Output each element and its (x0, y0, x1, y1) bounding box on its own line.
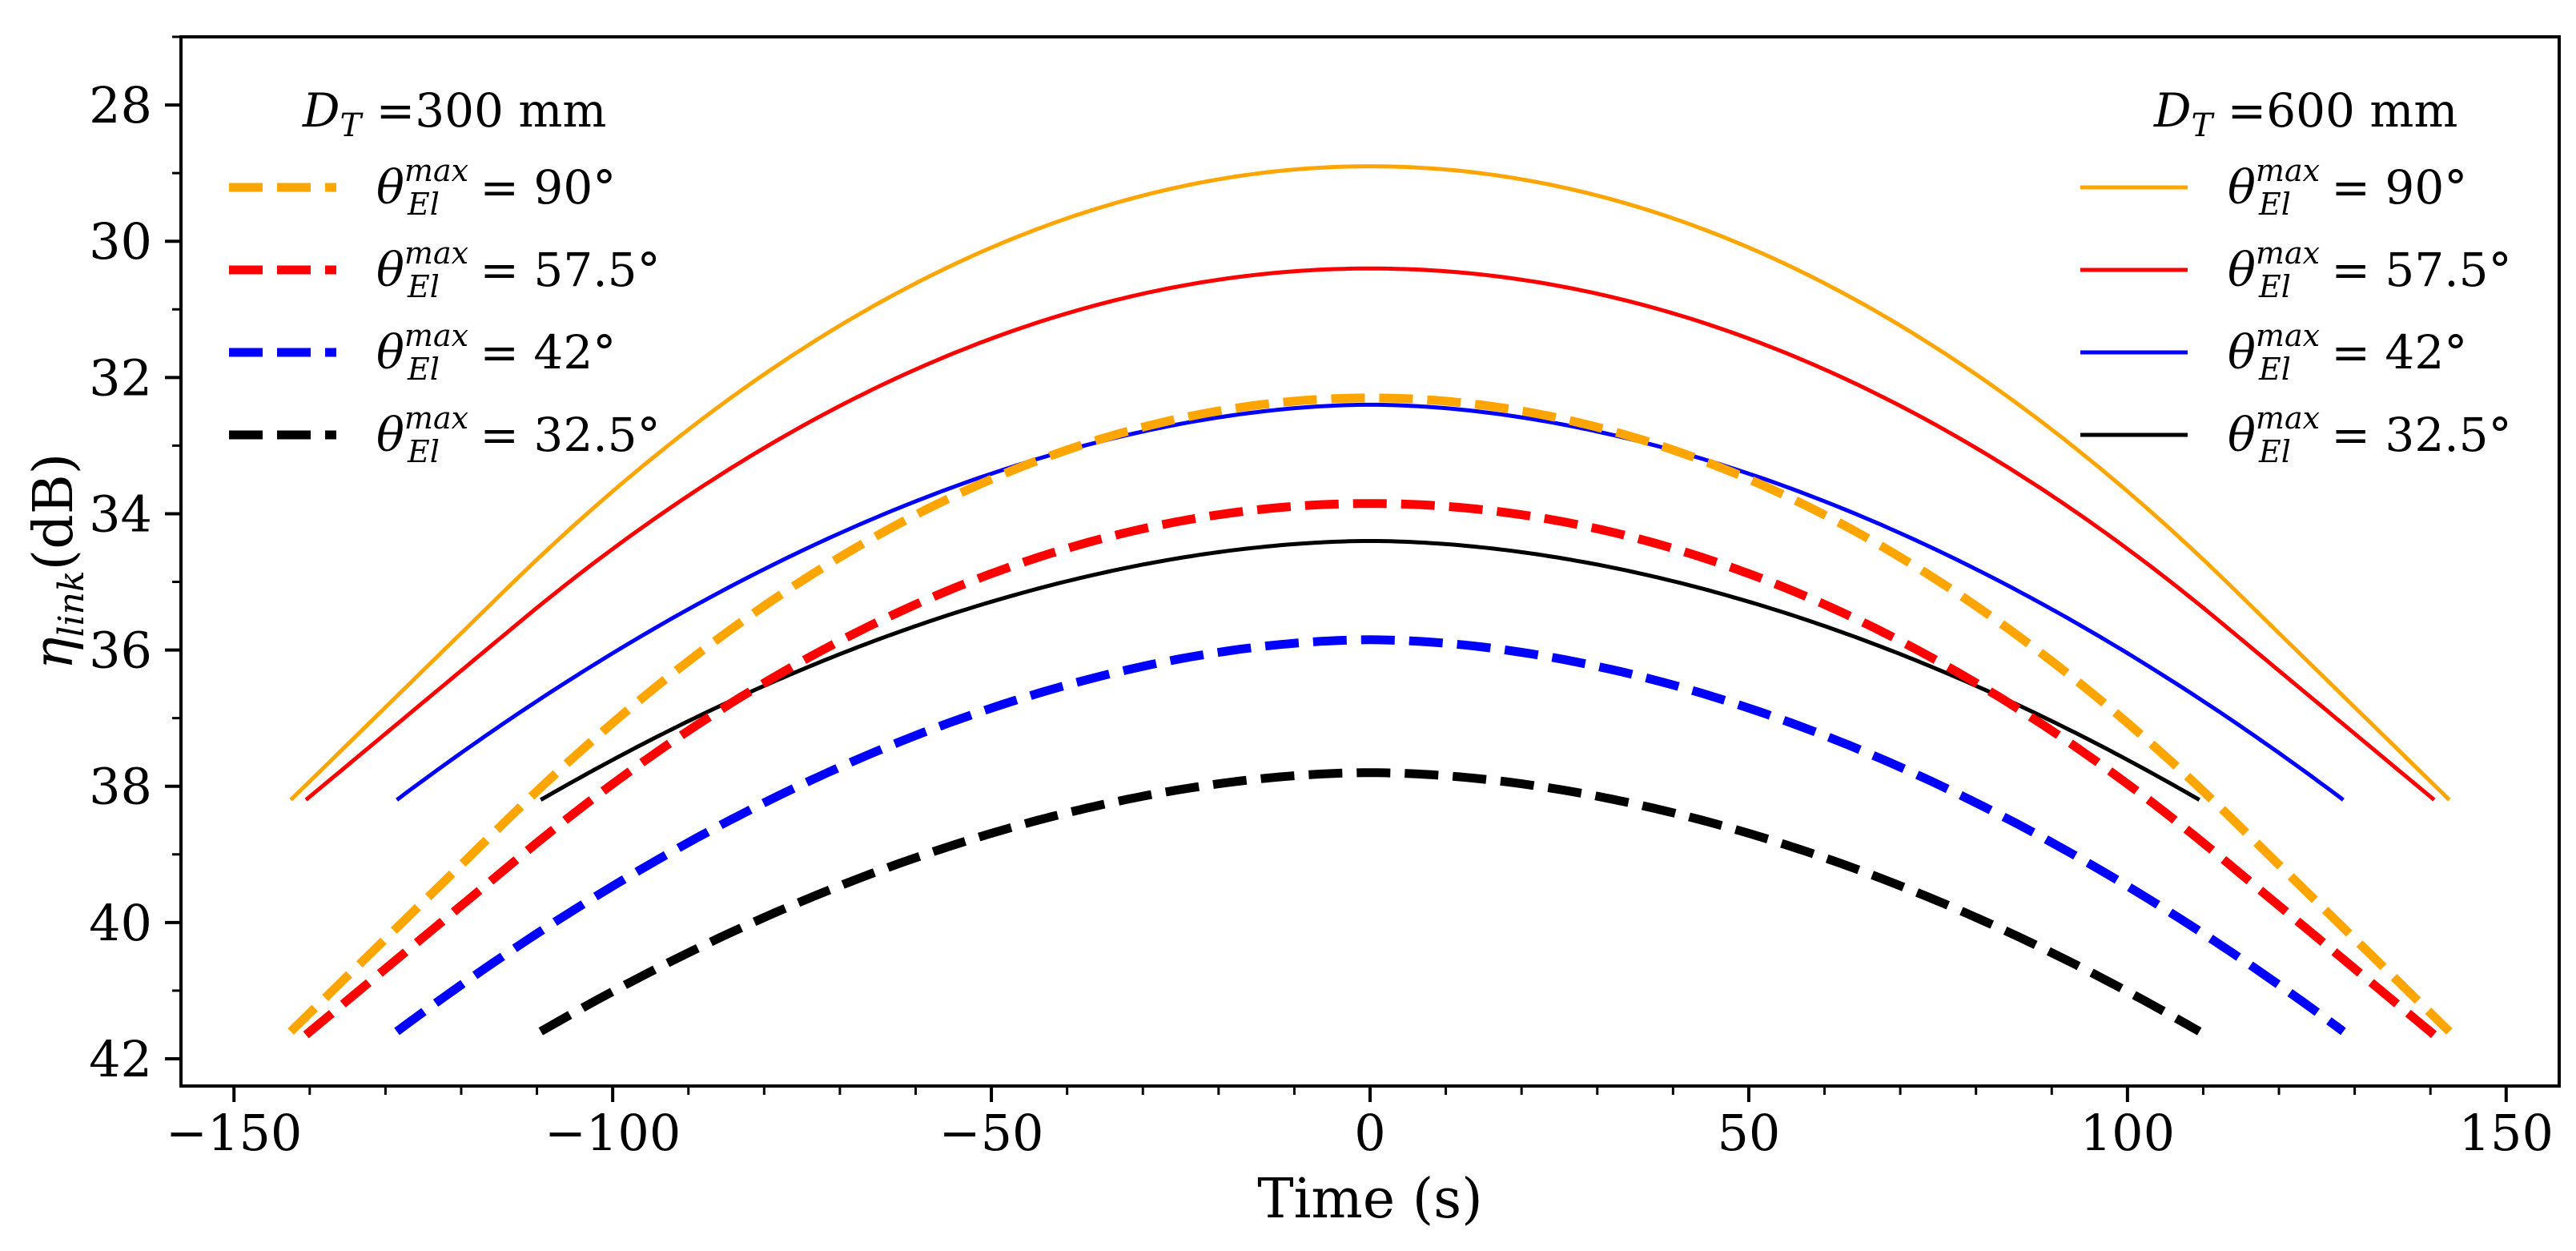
legend-title-symbol: D (2153, 83, 2192, 138)
y-tick-label: 32 (89, 348, 152, 407)
legend-label-solid-32.5: θmax El = 32.5° (2228, 400, 2512, 469)
legend-label-dashed-57.5: θmax El = 57.5° (376, 235, 661, 304)
legend-title-subscript: T (2192, 107, 2216, 144)
y-axis: 28 30 32 34 36 38 40 42 (89, 35, 181, 1088)
x-tick-label: 0 (1354, 1104, 1385, 1162)
legend-label-dashed-42: θmax El = 42° (376, 318, 616, 387)
y-tick-label: 38 (89, 758, 152, 816)
legend-label-dashed-32.5: θmax El = 32.5° (376, 400, 661, 469)
y-tick-label: 28 (89, 76, 152, 135)
x-tick-label: −150 (166, 1104, 302, 1162)
y-tick-label: 40 (89, 894, 152, 952)
legend-title-value: =300 mm (361, 83, 606, 138)
y-tick-label: 36 (89, 621, 152, 680)
y-label-unit: (dB) (22, 453, 86, 571)
x-tick-label: 150 (2459, 1104, 2554, 1162)
legend-label-solid-57.5: θmax El = 57.5° (2228, 235, 2512, 304)
legend-label-dashed-90: θmax El = 90° (376, 153, 616, 222)
legend-300mm: DT =300 mm θmax El = 90° θmax El = 57.5° θmax… (229, 83, 661, 469)
x-axis: −150 −100 −50 0 50 100 150 (166, 1086, 2554, 1162)
legend-title-value: =600 mm (2212, 83, 2457, 138)
series-layer (287, 164, 2453, 1039)
y-axis-label: ηlink(dB) (22, 453, 92, 670)
x-axis-label: Time (s) (1257, 1168, 1482, 1231)
y-tick-label: 34 (89, 485, 152, 543)
y-label-symbol: η (22, 637, 86, 670)
series-solid-90 (289, 164, 2451, 802)
legend-title-subscript: T (340, 107, 364, 144)
y-label-subscript: link (51, 570, 92, 637)
y-tick-label: 42 (89, 1030, 152, 1088)
legend-title-symbol: D (302, 83, 340, 138)
legend-600mm: DT =600 mm θmax El = 90° θmax El = 57.5° θmax… (2080, 83, 2512, 469)
x-tick-label: 100 (2080, 1104, 2175, 1162)
x-tick-label: −50 (939, 1104, 1044, 1162)
legend-label-solid-42: θmax El = 42° (2228, 318, 2467, 387)
legend-title: DT =600 mm (2153, 83, 2457, 144)
x-tick-label: 50 (1717, 1104, 1780, 1162)
series-solid-57.5 (304, 266, 2436, 802)
series-dashed-90 (287, 393, 2453, 1035)
series-dashed-32.5 (538, 768, 2202, 1036)
y-tick-label: 30 (89, 212, 152, 271)
series-solid-42 (396, 402, 2345, 802)
legend-title: DT =300 mm (302, 83, 606, 144)
series-dashed-57.5 (303, 499, 2437, 1039)
series-solid-32.5 (540, 539, 2200, 802)
legend-label-solid-90: θmax El = 90° (2228, 153, 2467, 222)
x-tick-label: −100 (545, 1104, 681, 1162)
series-dashed-42 (394, 635, 2346, 1036)
